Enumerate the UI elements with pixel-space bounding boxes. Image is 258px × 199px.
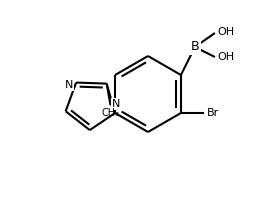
Text: Br: Br <box>207 108 219 118</box>
Text: N: N <box>112 99 120 109</box>
Text: N: N <box>65 80 73 90</box>
Text: OH: OH <box>217 52 234 62</box>
Text: CH₃: CH₃ <box>101 108 119 118</box>
Text: B: B <box>191 41 199 54</box>
Text: OH: OH <box>217 27 234 37</box>
